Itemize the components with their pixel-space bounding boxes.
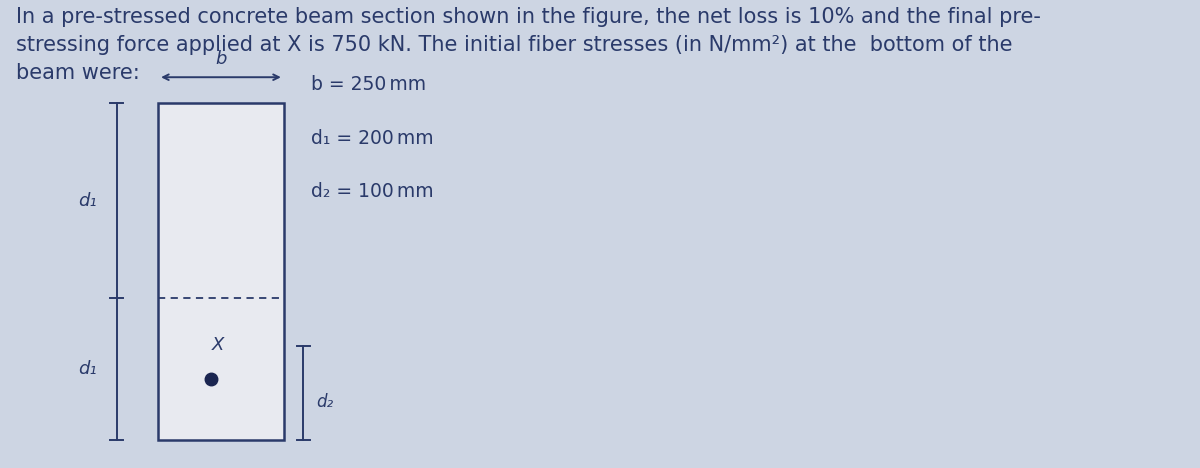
Text: d₁ = 200 mm: d₁ = 200 mm bbox=[311, 129, 433, 147]
Text: X: X bbox=[211, 336, 223, 353]
Text: b: b bbox=[215, 50, 227, 68]
Text: d₁: d₁ bbox=[78, 192, 97, 210]
Text: d₂ = 100 mm: d₂ = 100 mm bbox=[311, 183, 433, 201]
Text: d₂: d₂ bbox=[317, 393, 334, 411]
Bar bbox=[158, 103, 283, 440]
Text: b = 250 mm: b = 250 mm bbox=[311, 75, 426, 94]
Text: d₁: d₁ bbox=[78, 360, 97, 378]
Text: In a pre-stressed concrete beam section shown in the figure, the net loss is 10%: In a pre-stressed concrete beam section … bbox=[17, 7, 1042, 83]
